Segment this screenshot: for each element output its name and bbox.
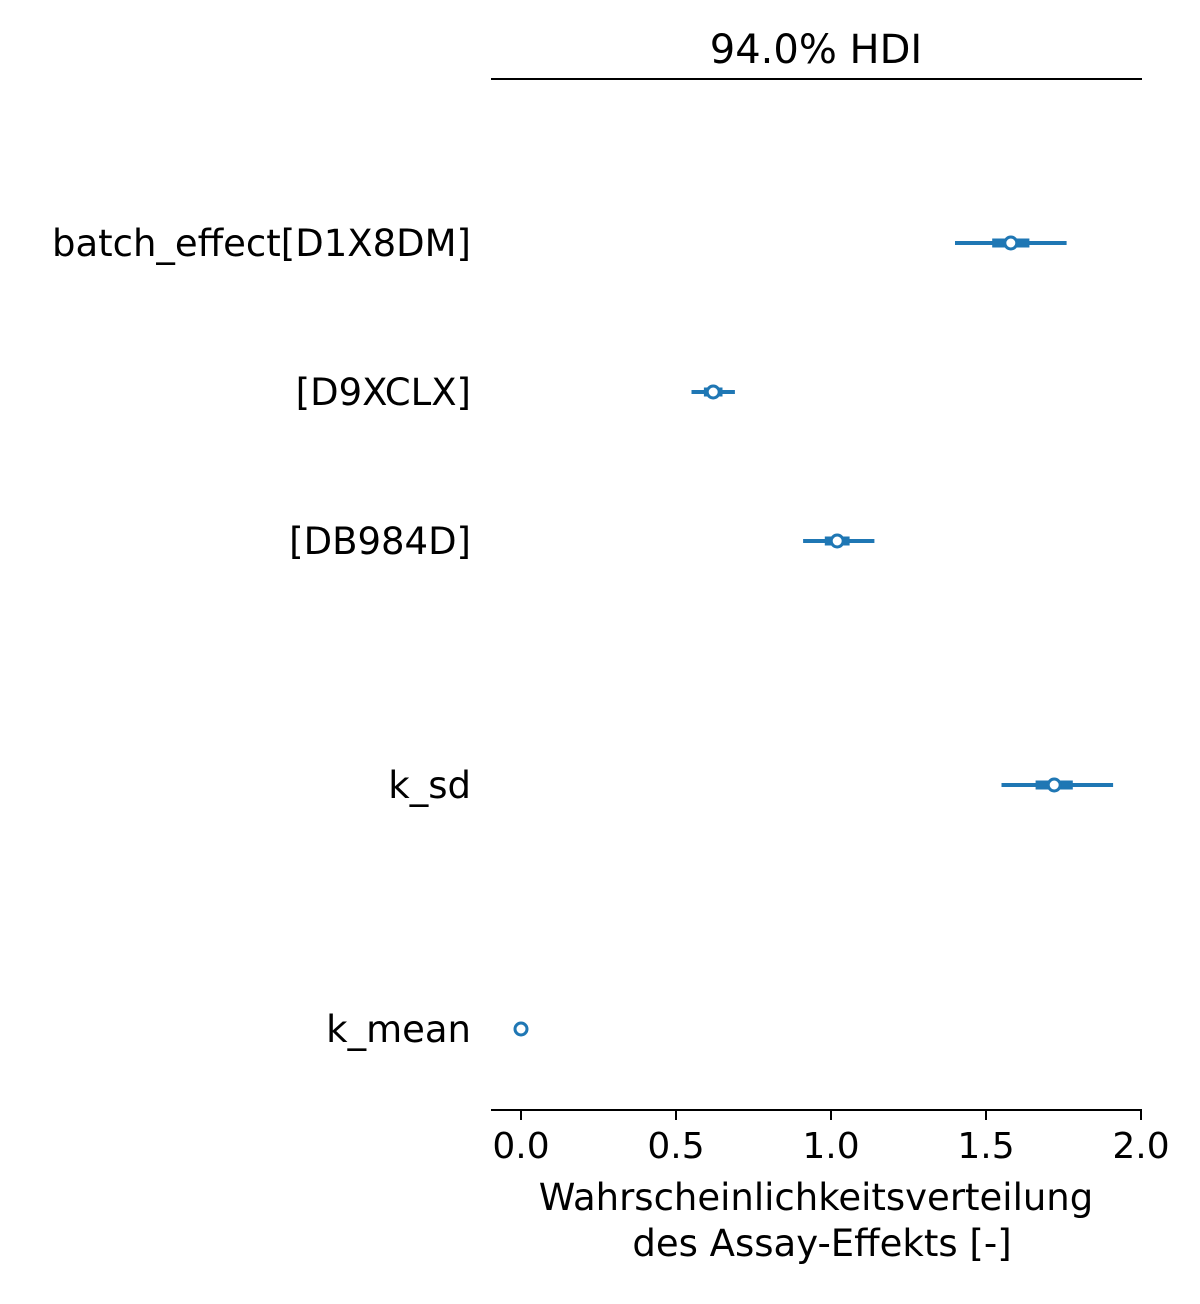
- x-tick-label: 0.5: [647, 1126, 704, 1167]
- row-label: [DB984D]: [289, 520, 471, 563]
- forest-row: batch_effect[D1X8DM]: [52, 222, 1067, 265]
- x-tick-label: 2.0: [1112, 1126, 1169, 1167]
- mean-point: [829, 533, 845, 549]
- mean-point: [1003, 235, 1019, 251]
- row-label: k_mean: [326, 1008, 471, 1051]
- mean-point: [705, 384, 721, 400]
- row-label: k_sd: [388, 764, 471, 807]
- forest-row: [DB984D]: [289, 520, 875, 563]
- row-label: [D9XCLX]: [296, 371, 471, 414]
- rows-group: batch_effect[D1X8DM] [D9XCLX] [DB984D] k_sd…: [52, 222, 1114, 1051]
- chart-title: 94.0% HDI: [710, 27, 922, 73]
- forest-row: k_sd: [388, 764, 1114, 807]
- x-tick-label: 0.0: [492, 1126, 549, 1167]
- x-axis-label-line-2: des Assay-Effekts [-]: [632, 1222, 1011, 1265]
- x-tick-label: 1.0: [802, 1126, 859, 1167]
- x-axis-label-line-1: Wahrscheinlichkeitsverteilung: [539, 1176, 1094, 1219]
- x-ticks-group: 0.0 0.5 1.0 1.5 2.0: [492, 1110, 1170, 1167]
- mean-point: [1046, 777, 1062, 793]
- forest-row: [D9XCLX]: [296, 371, 735, 414]
- x-tick-label: 1.5: [957, 1126, 1014, 1167]
- row-label: batch_effect[D1X8DM]: [52, 222, 471, 265]
- mean-point: [513, 1021, 529, 1037]
- forest-row: k_mean: [326, 1008, 529, 1051]
